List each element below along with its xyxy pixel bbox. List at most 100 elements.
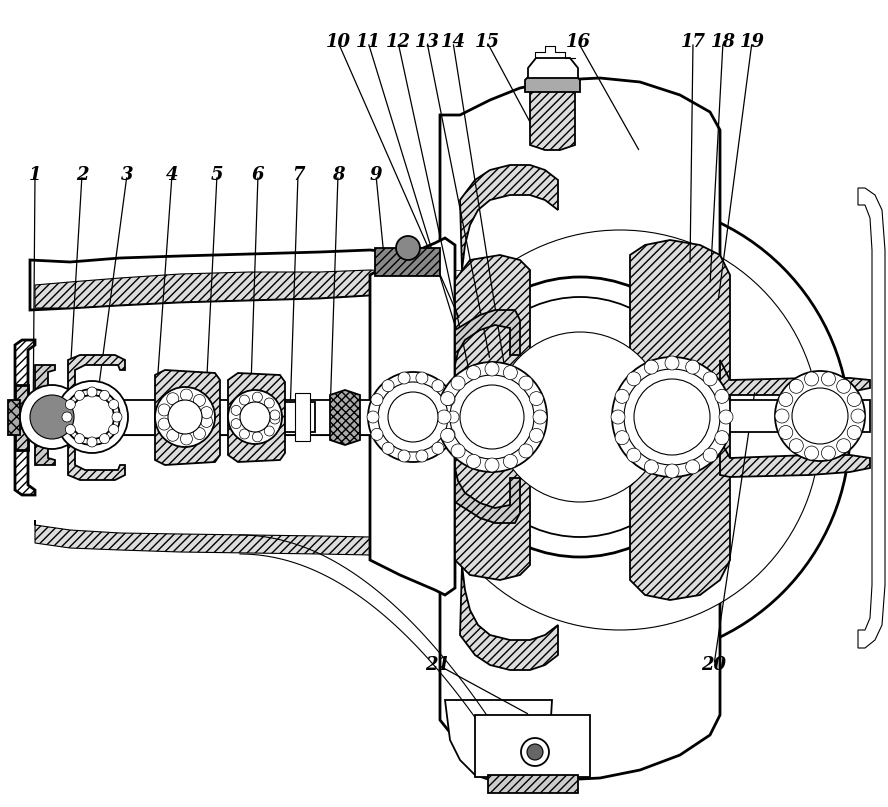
Circle shape [87,437,97,447]
Text: 14: 14 [440,33,465,51]
Circle shape [240,429,250,439]
Polygon shape [720,360,870,395]
Circle shape [108,424,119,434]
Circle shape [168,400,202,434]
Circle shape [367,411,379,423]
Circle shape [665,464,679,478]
Circle shape [460,297,700,537]
Text: 7: 7 [292,166,305,184]
Circle shape [66,424,75,434]
Text: 4: 4 [166,166,178,184]
Circle shape [66,399,75,409]
Polygon shape [720,440,870,477]
Circle shape [847,425,861,440]
Text: 17: 17 [680,33,705,51]
Circle shape [396,236,420,260]
Circle shape [686,360,700,374]
Circle shape [521,738,549,766]
Circle shape [420,230,820,630]
Circle shape [368,372,458,462]
Circle shape [503,454,518,468]
Circle shape [443,394,455,406]
Circle shape [495,332,665,502]
Circle shape [240,395,250,405]
Circle shape [715,431,729,445]
Circle shape [155,387,215,447]
Polygon shape [528,58,578,78]
Polygon shape [228,373,285,462]
Polygon shape [35,270,413,308]
Circle shape [112,412,122,422]
Polygon shape [15,385,28,450]
Text: 3: 3 [121,166,133,184]
Polygon shape [858,188,885,648]
Circle shape [615,431,629,445]
Circle shape [390,200,850,660]
Circle shape [201,407,212,419]
Circle shape [167,429,178,441]
Circle shape [836,379,851,393]
Circle shape [240,402,270,432]
Text: 16: 16 [566,33,591,51]
Circle shape [437,362,547,472]
Circle shape [527,744,543,760]
Circle shape [432,442,444,454]
Circle shape [519,444,533,458]
Circle shape [451,444,465,458]
Circle shape [432,380,444,391]
Circle shape [775,409,789,423]
Bar [730,400,870,432]
Bar [375,248,440,276]
Circle shape [715,389,729,404]
Circle shape [503,366,518,379]
Polygon shape [455,255,530,580]
Circle shape [703,372,718,386]
Circle shape [443,429,455,441]
Circle shape [805,446,819,460]
Circle shape [719,410,733,424]
Circle shape [378,382,448,452]
Circle shape [20,385,84,449]
Circle shape [398,450,410,462]
Text: 2: 2 [75,166,88,184]
Circle shape [75,391,84,400]
Circle shape [792,388,848,444]
Circle shape [371,429,383,441]
Bar [8,400,20,435]
Circle shape [440,277,720,557]
Circle shape [252,392,262,402]
Circle shape [265,426,274,436]
Polygon shape [35,520,413,555]
Circle shape [851,409,865,423]
Circle shape [398,372,410,384]
Text: 13: 13 [415,33,440,51]
Bar [295,393,310,441]
Circle shape [627,448,641,462]
Circle shape [201,416,212,428]
Circle shape [228,390,282,444]
Circle shape [447,411,459,423]
Circle shape [99,391,109,400]
Text: 21: 21 [425,656,450,674]
Circle shape [158,404,170,416]
Polygon shape [445,700,552,782]
Circle shape [194,428,205,440]
Text: 15: 15 [474,33,500,51]
Circle shape [158,418,170,430]
Circle shape [270,410,280,420]
Circle shape [270,414,280,424]
Circle shape [645,360,658,374]
Polygon shape [370,238,455,595]
Circle shape [440,391,455,406]
Circle shape [821,446,836,460]
Circle shape [451,376,465,390]
Circle shape [779,425,793,440]
Circle shape [382,442,394,454]
Circle shape [382,380,394,391]
Circle shape [466,366,480,379]
Bar [488,775,578,793]
Circle shape [634,379,710,455]
Text: 8: 8 [332,166,345,184]
Circle shape [231,419,242,429]
Circle shape [779,392,793,407]
